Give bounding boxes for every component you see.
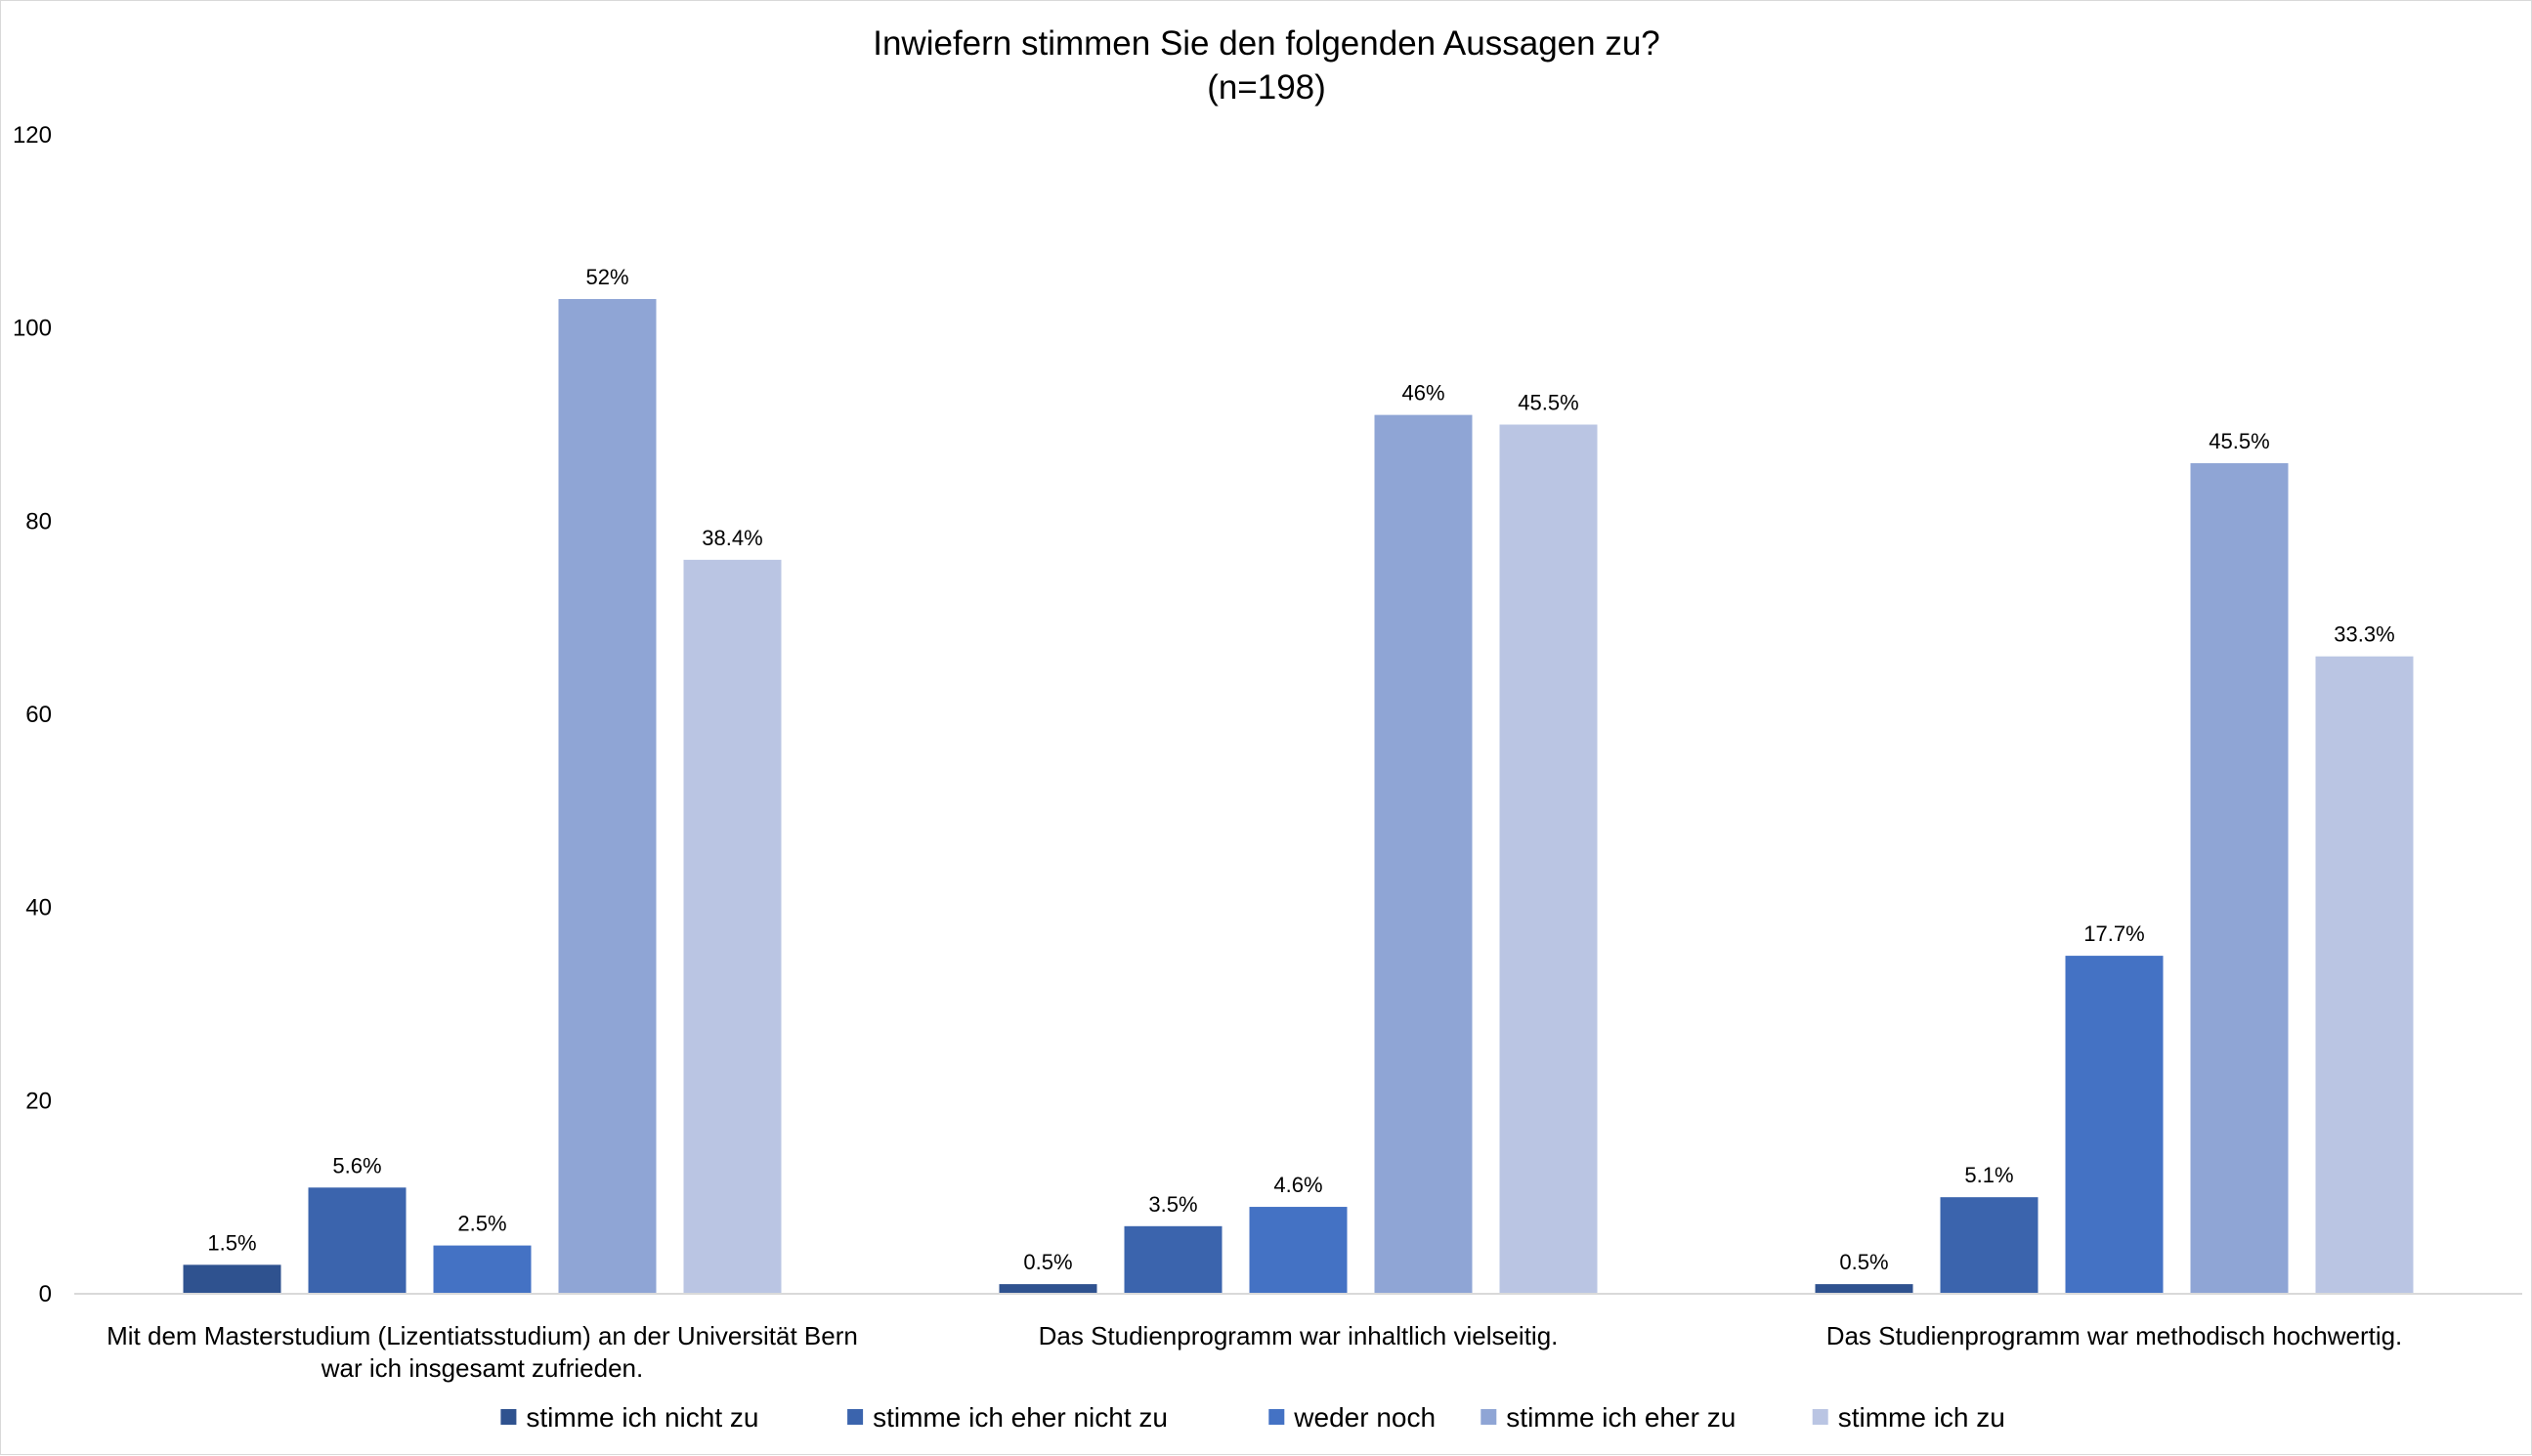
legend-swatch [1812, 1409, 1828, 1425]
data-label: 38.4% [702, 526, 762, 550]
bar [683, 559, 782, 1294]
data-label: 5.6% [332, 1153, 381, 1178]
bar [1249, 1207, 1348, 1294]
y-tick-label: 80 [25, 508, 52, 535]
data-label: 46% [1401, 381, 1444, 406]
data-label: 3.5% [1148, 1192, 1197, 1217]
chart-title: Inwiefern stimmen Sie den folgenden Auss… [873, 24, 1660, 63]
data-label: 5.1% [1964, 1163, 2013, 1187]
x-category-label: Das Studienprogramm war methodisch hochw… [1826, 1321, 2403, 1350]
bar [999, 1284, 1097, 1294]
bar [2065, 956, 2164, 1294]
data-label: 33.3% [2334, 622, 2394, 647]
legend-swatch [500, 1409, 517, 1425]
data-label: 2.5% [457, 1212, 506, 1236]
y-tick-label: 60 [25, 702, 52, 728]
y-tick-label: 40 [25, 895, 52, 921]
bar [183, 1264, 281, 1294]
bar [308, 1187, 407, 1294]
bar [433, 1245, 532, 1294]
bar [1124, 1225, 1223, 1294]
x-category-label: Mit dem Masterstudium (Lizentiatsstudium… [107, 1321, 858, 1350]
bar [1815, 1284, 1913, 1294]
data-label: 0.5% [1023, 1250, 1072, 1274]
chart-subtitle: (n=198) [1207, 68, 1326, 107]
x-axis-labels: Mit dem Masterstudium (Lizentiatsstudium… [107, 1321, 2402, 1383]
legend: stimme ich nicht zu stimme ich eher nicht… [500, 1402, 2005, 1433]
data-labels: 1.5% 5.6% 2.5% 52% 38.4% 0.5% 3.5% 4.6% 46% 45.5%… [207, 265, 2394, 1274]
legend-label: stimme ich eher zu [1506, 1402, 1736, 1433]
legend-label: stimme ich zu [1838, 1402, 2005, 1433]
data-label: 0.5% [1839, 1250, 1888, 1274]
bar [2190, 463, 2289, 1294]
x-category-label: Das Studienprogramm war inhaltlich viels… [1039, 1321, 1559, 1350]
bars [183, 299, 2414, 1294]
legend-swatch [1481, 1409, 1497, 1425]
legend-swatch [847, 1409, 864, 1425]
data-label: 1.5% [207, 1230, 256, 1255]
legend-label: stimme ich eher nicht zu [873, 1402, 1168, 1433]
legend-label: weder noch [1293, 1402, 1436, 1433]
bar [1940, 1197, 2038, 1294]
y-tick-label: 100 [13, 316, 52, 342]
data-label: 17.7% [2083, 921, 2144, 946]
data-label: 45.5% [1518, 391, 1578, 415]
data-label: 4.6% [1273, 1173, 1322, 1197]
x-category-label: war ich insgesamt zufrieden. [321, 1353, 643, 1383]
bar [1374, 414, 1473, 1294]
y-axis: 0 20 40 60 80 100 120 [13, 122, 52, 1307]
bar [558, 299, 657, 1294]
y-tick-label: 20 [25, 1088, 52, 1114]
bar [1499, 424, 1598, 1294]
data-label: 52% [585, 265, 628, 289]
y-tick-label: 120 [13, 122, 52, 149]
data-label: 45.5% [2209, 429, 2269, 453]
legend-label: stimme ich nicht zu [526, 1402, 758, 1433]
legend-swatch [1268, 1409, 1285, 1425]
bar [2315, 656, 2414, 1294]
y-tick-label: 0 [39, 1281, 52, 1307]
